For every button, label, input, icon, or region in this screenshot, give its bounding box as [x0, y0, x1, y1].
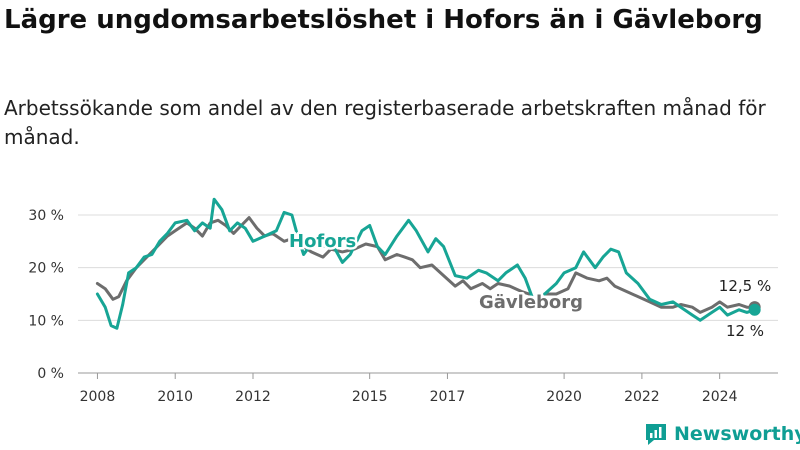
x-tick-label: 2020 [546, 389, 582, 405]
y-tick-label: 10 % [28, 313, 64, 329]
x-tick-label: 2008 [80, 389, 116, 405]
series-line-gavleborg [95, 216, 757, 314]
brand-logo: Newsworthy [644, 420, 800, 448]
x-tick-label: 2022 [624, 389, 660, 405]
hofors-end-label: 12 % [726, 322, 764, 340]
x-tick-label: 2017 [430, 389, 466, 405]
chart-subtitle: Arbetssökande som andel av den registerb… [4, 96, 766, 149]
gavleborg-end-label: 12,5 % [719, 277, 771, 295]
gavleborg-series-label-halo: Gävleborg [479, 292, 583, 313]
hofors-series-label: Hofors [289, 231, 356, 252]
series-line-hofors [95, 197, 757, 330]
x-tick-label: 2015 [352, 389, 388, 405]
gavleborg-series-label: Gävleborg [479, 292, 583, 313]
x-tick-label: 2012 [235, 389, 271, 405]
y-tick-label: 30 % [28, 208, 64, 224]
y-tick-label: 0 % [37, 366, 64, 382]
chart-title: Lägre ungdomsarbetslöshet i Hofors än i … [4, 5, 763, 35]
hofors-end-marker [748, 303, 761, 316]
x-tick-label: 2010 [157, 389, 193, 405]
brand-name: Newsworthy [674, 423, 800, 445]
newsworthy-logo-icon [646, 424, 666, 445]
line-chart: 0 % 10 % 20 % 30 % 2008 2010 2012 2015 2017 2020 2… [28, 197, 778, 405]
hofors-series-label-halo: Hofors [289, 231, 356, 252]
y-tick-label: 20 % [28, 261, 64, 277]
x-tick-label: 2024 [702, 389, 738, 405]
hofors-end-label-halo: 12 % [726, 322, 764, 340]
gavleborg-end-label-halo: 12,5 % [719, 277, 771, 295]
